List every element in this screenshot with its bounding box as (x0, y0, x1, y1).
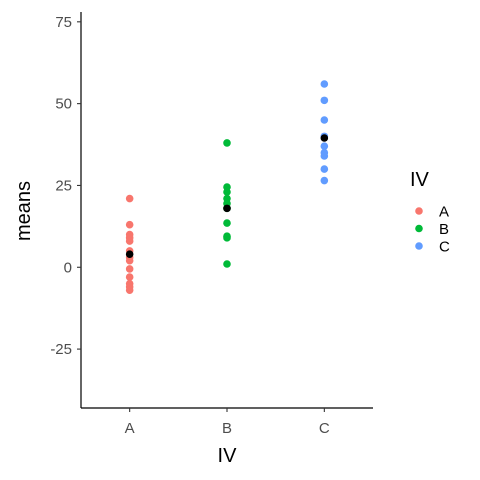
data-point-a (126, 237, 134, 245)
data-point-b (223, 260, 231, 268)
data-point-a (126, 286, 134, 294)
legend: IV ABC (410, 169, 450, 256)
legend-key-a (415, 207, 423, 215)
y-tick-label: 0 (64, 259, 72, 276)
data-point-b (223, 188, 231, 196)
legend-items: ABC (415, 204, 450, 256)
data-point-a (126, 195, 134, 203)
data-point-c (321, 80, 329, 88)
mean-point-b (223, 205, 231, 213)
data-point-b (223, 139, 231, 147)
y-axis-title: means (13, 181, 35, 241)
data-point-a (126, 273, 134, 281)
mean-point-c (321, 134, 329, 142)
x-tick-label: C (319, 420, 330, 437)
x-axis-title: IV (218, 445, 238, 467)
data-point-c (321, 165, 329, 173)
data-point-c (321, 152, 329, 160)
data-point-b (223, 234, 231, 242)
data-point-c (321, 142, 329, 150)
y-tick-label: -25 (50, 341, 72, 358)
y-axis-ticks: 75 50 25 0 -25 (50, 14, 81, 358)
y-tick-label: 50 (55, 96, 72, 113)
x-tick-label: B (222, 420, 232, 437)
legend-label-a: A (439, 204, 449, 221)
legend-label-b: B (439, 221, 449, 238)
x-tick-label: A (125, 420, 135, 437)
legend-key-b (415, 225, 423, 233)
plot-panel (126, 80, 328, 294)
data-point-a (126, 257, 134, 265)
data-point-a (126, 265, 134, 273)
y-tick-label: 75 (55, 14, 72, 31)
legend-label-c: C (439, 239, 450, 256)
data-point-c (321, 177, 329, 185)
x-axis-ticks: A B C (125, 408, 330, 437)
data-points (126, 80, 328, 294)
y-tick-label: 25 (55, 177, 72, 194)
data-point-c (321, 97, 329, 105)
legend-title: IV (410, 169, 430, 191)
data-point-c (321, 116, 329, 124)
data-point-a (126, 221, 134, 229)
legend-key-c (415, 242, 423, 250)
data-point-b (223, 219, 231, 227)
mean-point-a (126, 250, 134, 258)
